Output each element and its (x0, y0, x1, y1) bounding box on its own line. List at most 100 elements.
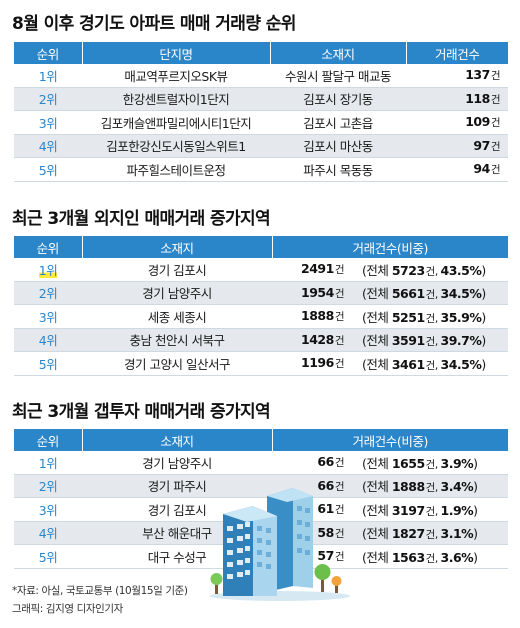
count-value: 118 (465, 90, 490, 106)
table-row: 2위 한강센트럴자이1단지 김포시 장기동 118건 (14, 87, 508, 111)
location-cell: 경기 남양주시 (82, 451, 272, 475)
total-prefix: (전체 (362, 502, 392, 518)
rank-label: 4위 (38, 526, 58, 542)
rank-cell: 3위 (14, 497, 82, 522)
share-close: ) (481, 356, 486, 372)
count-unit: 건 (334, 457, 345, 470)
column-header: 거래건수(비중) (271, 236, 508, 258)
location-cell: 김포시 장기동 (270, 87, 406, 111)
count-unit: 건 (334, 264, 345, 277)
location-cell: 경기 남양주시 (82, 281, 272, 305)
complex-name-cell: 한강센트럴자이1단지 (82, 87, 270, 111)
share-close: ) (481, 333, 486, 349)
rank-cell: 5위 (14, 157, 82, 182)
total-prefix: (전체 (362, 333, 392, 349)
table-row: 1위 매교역푸르지오SK뷰 수원시 팔달구 매교동 137건 (14, 64, 508, 88)
table-row: 5위 파주힐스테이트운정 파주시 목동동 94건 (14, 157, 508, 182)
section2-title: 최근 3개월 외지인 매매거래 증가지역 (12, 209, 271, 229)
rank-label: 1위 (38, 262, 58, 278)
share-value: 43.5% (440, 262, 482, 278)
rank-cell: 1위 (14, 258, 82, 282)
share-value: 1.9% (440, 502, 474, 518)
location-cell: 세종 세종시 (82, 304, 272, 329)
share-close: ) (481, 309, 486, 325)
count-unit: 건 (334, 551, 345, 564)
credit-note: 그래픽: 김지영 디자인기자 (12, 603, 123, 615)
share-value: 34.5% (440, 286, 482, 302)
column-header: 순위 (14, 42, 82, 64)
rank-cell: 1위 (14, 64, 82, 88)
location-cell: 경기 파주시 (82, 474, 272, 498)
share-value: 3.6% (440, 549, 474, 565)
total-value: 5251 (391, 309, 425, 325)
total-prefix: (전체 (362, 455, 392, 471)
share-value: 3.9% (440, 455, 474, 471)
count-cell: 94건 (406, 157, 508, 182)
total-unit: 건, (425, 289, 441, 302)
count-cell: 1954건 (272, 281, 352, 305)
count-unit: 건 (490, 117, 501, 130)
total-unit: 건, (425, 529, 441, 542)
table-row: 2위 경기 남양주시 1954건 (전체 5661건, 34.5%) (14, 281, 508, 305)
count-cell: 1888건 (272, 304, 352, 329)
total-unit: 건, (425, 312, 441, 325)
total-prefix: (전체 (362, 356, 392, 372)
location-cell: 경기 김포시 (82, 258, 272, 282)
table-row: 1위 경기 남양주시 66건 (전체 1655건, 3.9%) (14, 451, 508, 475)
total-prefix: (전체 (362, 262, 392, 278)
total-prefix: (전체 (362, 526, 392, 542)
rank-cell: 3위 (14, 110, 82, 135)
total-value: 1888 (391, 479, 425, 495)
table-row: 4위 충남 천안시 서북구 1428건 (전체 3591건, 39.7%) (14, 328, 508, 352)
count-cell: 1196건 (272, 351, 352, 376)
rank-label: 3위 (38, 309, 58, 325)
count-value: 1888 (301, 308, 334, 324)
total-prefix: (전체 (362, 286, 392, 302)
count-unit: 건 (334, 480, 345, 493)
share-close: ) (481, 286, 486, 302)
total-prefix: (전체 (362, 479, 392, 495)
rank-label: 2위 (38, 479, 58, 495)
share-cell: (전체 3591건, 39.7%) (352, 328, 508, 352)
rank-cell: 1위 (14, 451, 82, 475)
complex-name-cell: 파주힐스테이트운정 (82, 157, 270, 182)
count-cell: 2491건 (272, 258, 352, 282)
share-cell: (전체 1655건, 3.9%) (352, 451, 508, 475)
total-unit: 건, (425, 265, 441, 278)
count-cell: 109건 (406, 110, 508, 135)
total-unit: 건, (425, 359, 441, 372)
count-cell: 66건 (272, 451, 352, 475)
complex-name-cell: 김포한강신도시동일스위트1 (82, 134, 270, 158)
share-cell: (전체 5661건, 34.5%) (352, 281, 508, 305)
table-header-row: 순위 단지명 소재지 거래건수 (14, 42, 508, 64)
share-cell: (전체 1827건, 3.1%) (352, 521, 508, 545)
share-value: 35.9% (440, 309, 482, 325)
count-cell: 1428건 (272, 328, 352, 352)
section1-title: 8월 이후 경기도 아파트 매매 거래량 순위 (12, 14, 296, 34)
rank-cell: 5위 (14, 351, 82, 376)
rank-label: 3위 (38, 502, 58, 518)
share-close: ) (473, 479, 478, 495)
rank-cell: 5위 (14, 544, 82, 569)
count-value: 66 (317, 477, 334, 493)
table-header-row: 순위 소재지 거래건수(비중) (14, 429, 508, 451)
rank-cell: 4위 (14, 134, 82, 158)
column-header: 단지명 (81, 42, 270, 64)
share-cell: (전체 5723건, 43.5%) (352, 258, 508, 282)
share-cell: (전체 3461건, 34.5%) (352, 351, 508, 376)
share-cell: (전체 1563건, 3.6%) (352, 544, 508, 569)
rank-label: 1위 (38, 455, 58, 471)
total-unit: 건, (425, 336, 441, 349)
count-unit: 건 (490, 140, 501, 153)
table-row: 3위 세종 세종시 1888건 (전체 5251건, 35.9%) (14, 304, 508, 329)
share-value: 34.5% (440, 356, 482, 372)
total-prefix: (전체 (362, 309, 392, 325)
rank-cell: 3위 (14, 304, 82, 329)
count-unit: 건 (490, 164, 501, 177)
rank-cell: 4위 (14, 328, 82, 352)
location-cell: 충남 천안시 서북구 (82, 328, 272, 352)
total-value: 3461 (391, 356, 425, 372)
share-close: ) (481, 262, 486, 278)
share-cell: (전체 1888건, 3.4%) (352, 474, 508, 498)
total-unit: 건, (425, 482, 441, 495)
